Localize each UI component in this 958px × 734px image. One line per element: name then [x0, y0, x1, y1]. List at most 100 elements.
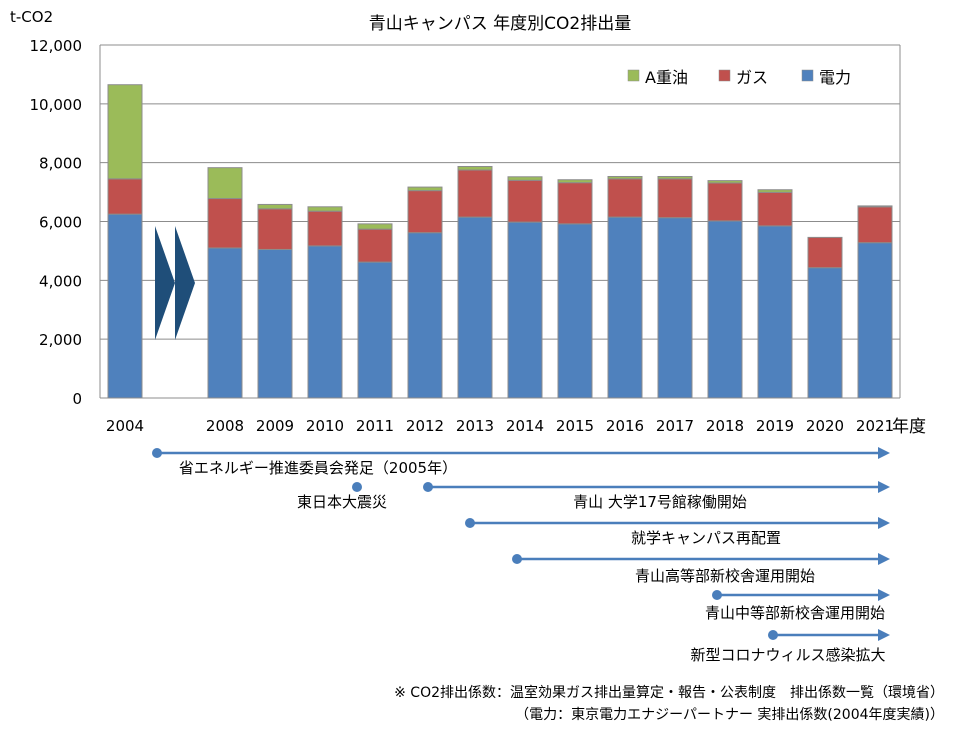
bar-segment: [357, 228, 393, 263]
bar-segment: [407, 190, 443, 234]
bar-segment: [857, 206, 893, 244]
timeline: 省エネルギー推進委員会発足（2005年） 東日本大震災 青山 大学17号館稼働開始就…: [152, 447, 890, 664]
bar-segment: [707, 220, 743, 399]
bar-segment: [107, 213, 143, 399]
bar-segment: [857, 205, 893, 208]
bar-segment: [107, 178, 143, 215]
y-tick-label: 2,000: [39, 331, 82, 349]
bar-segment: [107, 84, 143, 180]
bar-segment: [457, 216, 493, 399]
x-tick-label: 2012: [406, 417, 444, 435]
x-tick-label: 2009: [256, 417, 294, 435]
bar-segment: [457, 169, 493, 218]
bar-segment: [607, 216, 643, 399]
break-chevron-1: [155, 226, 175, 340]
timeline-arrowhead: [878, 481, 890, 493]
bar-segment: [657, 217, 693, 399]
bar-segment: [407, 186, 443, 192]
timeline-label: 青山中等部新校舎運用開始: [705, 604, 885, 622]
bar-segment: [507, 179, 543, 223]
bar-segment: [457, 165, 493, 171]
bar-segment: [607, 178, 643, 218]
timeline-label: 就学キャンパス再配置: [631, 529, 781, 547]
bar-segment: [207, 198, 243, 249]
legend-swatch: [801, 69, 814, 82]
x-tick-label: 2019: [756, 417, 794, 435]
bar-segment: [557, 182, 593, 225]
timeline-arrowhead: [878, 447, 890, 459]
bar-segment: [557, 179, 593, 184]
x-axis-label: 年度: [892, 417, 926, 437]
y-axis-label: t-CO2: [10, 8, 53, 26]
x-tick-label: 2021: [856, 417, 894, 435]
timeline-arrowhead: [878, 517, 890, 529]
bar-segment: [357, 261, 393, 399]
y-tick-label: 8,000: [39, 155, 82, 173]
x-tick-label: 2004: [106, 417, 144, 435]
bar-segment: [857, 242, 893, 399]
timeline-label: 新型コロナウィルス感染拡大: [690, 646, 885, 664]
x-tick-labels: 2004 2008 2009 2010 2011 2012 2013 2014 2015 2016…: [106, 417, 894, 435]
bar-segment: [757, 191, 793, 227]
bar-segment: [707, 180, 743, 184]
x-tick-label: 2013: [456, 417, 494, 435]
axis-break-marker: [155, 226, 195, 340]
timeline-label: 青山 大学17号館稼働開始: [573, 493, 747, 511]
bar-segment: [507, 221, 543, 399]
chart-title: 青山キャンパス 年度別CO2排出量: [369, 14, 631, 34]
bar-segment: [807, 236, 843, 269]
footnote-line2: （電力：東京電力エナジーパートナー 実排出係数(2004年度実績)）: [515, 707, 944, 723]
footnote-line1: ※ CO2排出係数：温室効果ガス排出量算定・報告・公表制度 排出係数一覧（環境省…: [394, 684, 944, 701]
x-tick-label: 2011: [356, 417, 394, 435]
x-tick-label: 2014: [506, 417, 544, 435]
bar-segment: [207, 247, 243, 399]
bar-segment: [807, 267, 843, 399]
x-tick-label: 2016: [606, 417, 644, 435]
bar-segment: [657, 175, 693, 180]
y-tick-label: 4,000: [39, 272, 82, 290]
legend: A重油 ガス 電力: [627, 68, 851, 87]
bar-segment: [507, 176, 543, 181]
bar-segment: [307, 206, 343, 212]
timeline-label: 青山高等部新校舎運用開始: [635, 567, 815, 585]
legend-swatch: [718, 69, 731, 82]
bar-segment: [357, 223, 393, 230]
x-tick-label: 2017: [656, 417, 694, 435]
bar-segment: [757, 189, 793, 193]
bar-segment: [707, 182, 743, 222]
timeline-arrowhead: [878, 629, 890, 641]
y-tick-label: 6,000: [39, 214, 82, 232]
legend-label: ガス: [736, 68, 768, 87]
x-tick-label: 2020: [806, 417, 844, 435]
timeline-arrowhead: [878, 553, 890, 565]
bar-segment: [407, 232, 443, 399]
bar-segment: [207, 167, 243, 200]
y-tick-labels: 0 2,000 4,000 6,000 8,000 10,000 12,000: [30, 37, 83, 408]
bars: [107, 84, 893, 399]
legend-label: A重油: [645, 68, 688, 87]
bar-segment: [607, 175, 643, 180]
bar-segment: [257, 208, 293, 250]
x-tick-label: 2018: [706, 417, 744, 435]
break-chevron-2: [175, 226, 195, 340]
timeline-arrowhead: [878, 589, 890, 601]
y-tick-label: 12,000: [30, 37, 83, 55]
legend-label: 電力: [819, 68, 851, 87]
timeline-label: 省エネルギー推進委員会発足（2005年）: [179, 459, 457, 477]
bar-segment: [657, 178, 693, 219]
bar-segment: [307, 210, 343, 247]
bar-segment: [257, 248, 293, 399]
x-tick-label: 2010: [306, 417, 344, 435]
x-tick-label: 2015: [556, 417, 594, 435]
y-tick-label: 0: [72, 390, 82, 408]
bar-segment: [557, 223, 593, 399]
x-tick-label: 2008: [206, 417, 244, 435]
legend-swatch: [627, 69, 640, 82]
timeline-dot: [352, 482, 362, 492]
timeline-label: 東日本大震災: [297, 493, 387, 511]
bar-segment: [307, 245, 343, 399]
y-tick-label: 10,000: [30, 96, 83, 114]
bar-segment: [257, 203, 293, 210]
bar-segment: [757, 225, 793, 399]
